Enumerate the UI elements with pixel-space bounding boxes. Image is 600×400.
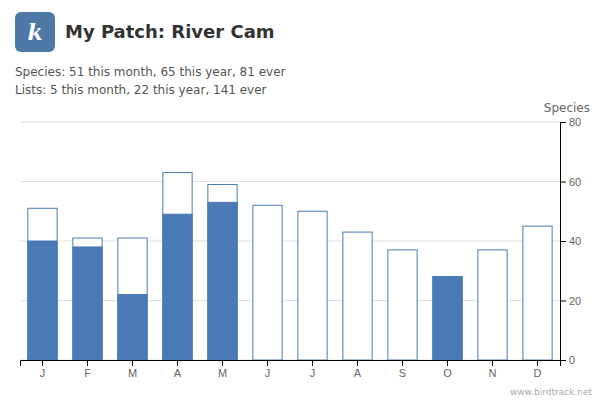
filled-bar	[28, 241, 57, 360]
x-tick-label: J	[40, 367, 46, 379]
total-bar	[478, 250, 507, 360]
y-axis: 0 20 40 60 80	[560, 116, 581, 366]
total-bar	[118, 238, 147, 360]
total-bar	[73, 238, 102, 360]
x-tick-mark	[222, 360, 223, 366]
total-bar	[28, 208, 57, 360]
y-tick: 60	[560, 176, 581, 188]
filled-bar	[118, 295, 147, 360]
x-tick-label: M	[218, 367, 227, 379]
x-tick-mark	[87, 360, 88, 366]
chart: k My Patch: River Cam Species: 51 this mon…	[0, 0, 600, 400]
y-tick-mark	[560, 360, 566, 361]
y-tick-label: 80	[569, 116, 581, 128]
subtitle: Lists: 5 this month, 22 this year, 141 e…	[15, 83, 267, 97]
filled-bar	[433, 277, 462, 360]
x-tick: N	[489, 360, 497, 379]
y-tick-label: 20	[569, 295, 581, 307]
x-tick: J	[310, 360, 316, 379]
x-tick: A	[354, 360, 362, 379]
total-bar	[253, 205, 282, 360]
x-tick-mark	[312, 360, 313, 366]
icon: k	[15, 12, 55, 52]
x-tick: O	[443, 360, 452, 379]
filled-bar	[253, 360, 282, 361]
filled-bar	[73, 247, 102, 360]
x-tick-mark	[447, 360, 448, 366]
x-tick: J	[40, 360, 46, 379]
x-tick-mark	[267, 360, 268, 366]
x-tick: M	[128, 360, 137, 379]
y-axis-line	[561, 123, 567, 361]
y-tick-mark	[560, 182, 566, 183]
x-tick-label: M	[128, 367, 137, 379]
x-tick-mark	[492, 360, 493, 366]
y-tick: 40	[560, 235, 581, 247]
total-bar	[433, 277, 462, 360]
y-tick: 20	[560, 295, 581, 307]
grid	[20, 122, 560, 360]
total-bar	[163, 173, 192, 360]
x-tick-label: J	[265, 367, 271, 379]
grid-line	[20, 122, 560, 123]
x-tick: F	[84, 360, 91, 379]
y-tick-label: 0	[569, 354, 575, 366]
x-tick: D	[534, 360, 542, 379]
x-tick-label: F	[84, 367, 91, 379]
x-tick-label: J	[310, 367, 316, 379]
total-bar	[298, 211, 327, 360]
y-tick-mark	[560, 241, 566, 242]
filled-bar	[523, 360, 552, 361]
series	[28, 173, 552, 360]
plot: J F M A M J J A S O N D 0 20 40 60 80Species	[20, 101, 590, 379]
total-bar	[208, 184, 237, 360]
watermark: www.birdtrack.net	[510, 387, 593, 397]
filled-bar	[388, 360, 417, 361]
y-axis-label: Species	[544, 101, 590, 115]
x-axis-line	[21, 361, 561, 367]
filled-bar	[208, 202, 237, 360]
x-tick-label: S	[399, 367, 406, 379]
x-tick-label: A	[354, 367, 362, 379]
y-tick-mark	[560, 122, 566, 123]
series	[28, 202, 462, 360]
x-tick-mark	[402, 360, 403, 366]
filled-bar	[343, 360, 372, 361]
icon-text: k	[27, 19, 42, 45]
x-tick-mark	[537, 360, 538, 366]
total-bar	[523, 226, 552, 360]
x-tick-mark	[357, 360, 358, 366]
icon-background	[15, 12, 55, 52]
x-tick-mark	[42, 360, 43, 366]
bars	[28, 173, 552, 360]
x-tick-mark	[132, 360, 133, 366]
title: My Patch: River Cam	[65, 21, 275, 42]
y-tick-label: 40	[569, 235, 581, 247]
y-tick: 0	[560, 354, 575, 366]
total-bar	[343, 232, 372, 360]
filled-bar	[163, 214, 192, 360]
y-tick-mark	[560, 301, 566, 302]
total-bar	[388, 250, 417, 360]
x-tick-mark	[177, 360, 178, 366]
grid-line	[20, 181, 560, 182]
y-tick: 80	[560, 116, 581, 128]
filled-bar	[478, 360, 507, 361]
x-tick: J	[265, 360, 271, 379]
x-tick-label: O	[443, 367, 452, 379]
x-tick-label: A	[174, 367, 182, 379]
x-axis: JFMAMJJASOND	[21, 360, 561, 379]
y-tick-label: 60	[569, 176, 581, 188]
x-tick-label: N	[489, 367, 497, 379]
x-tick: S	[399, 360, 406, 379]
x-tick-label: D	[534, 367, 542, 379]
x-tick: A	[174, 360, 182, 379]
filled-bar	[298, 360, 327, 361]
x-tick: M	[218, 360, 227, 379]
subtitle: Species: 51 this month, 65 this year, 81…	[15, 65, 286, 79]
